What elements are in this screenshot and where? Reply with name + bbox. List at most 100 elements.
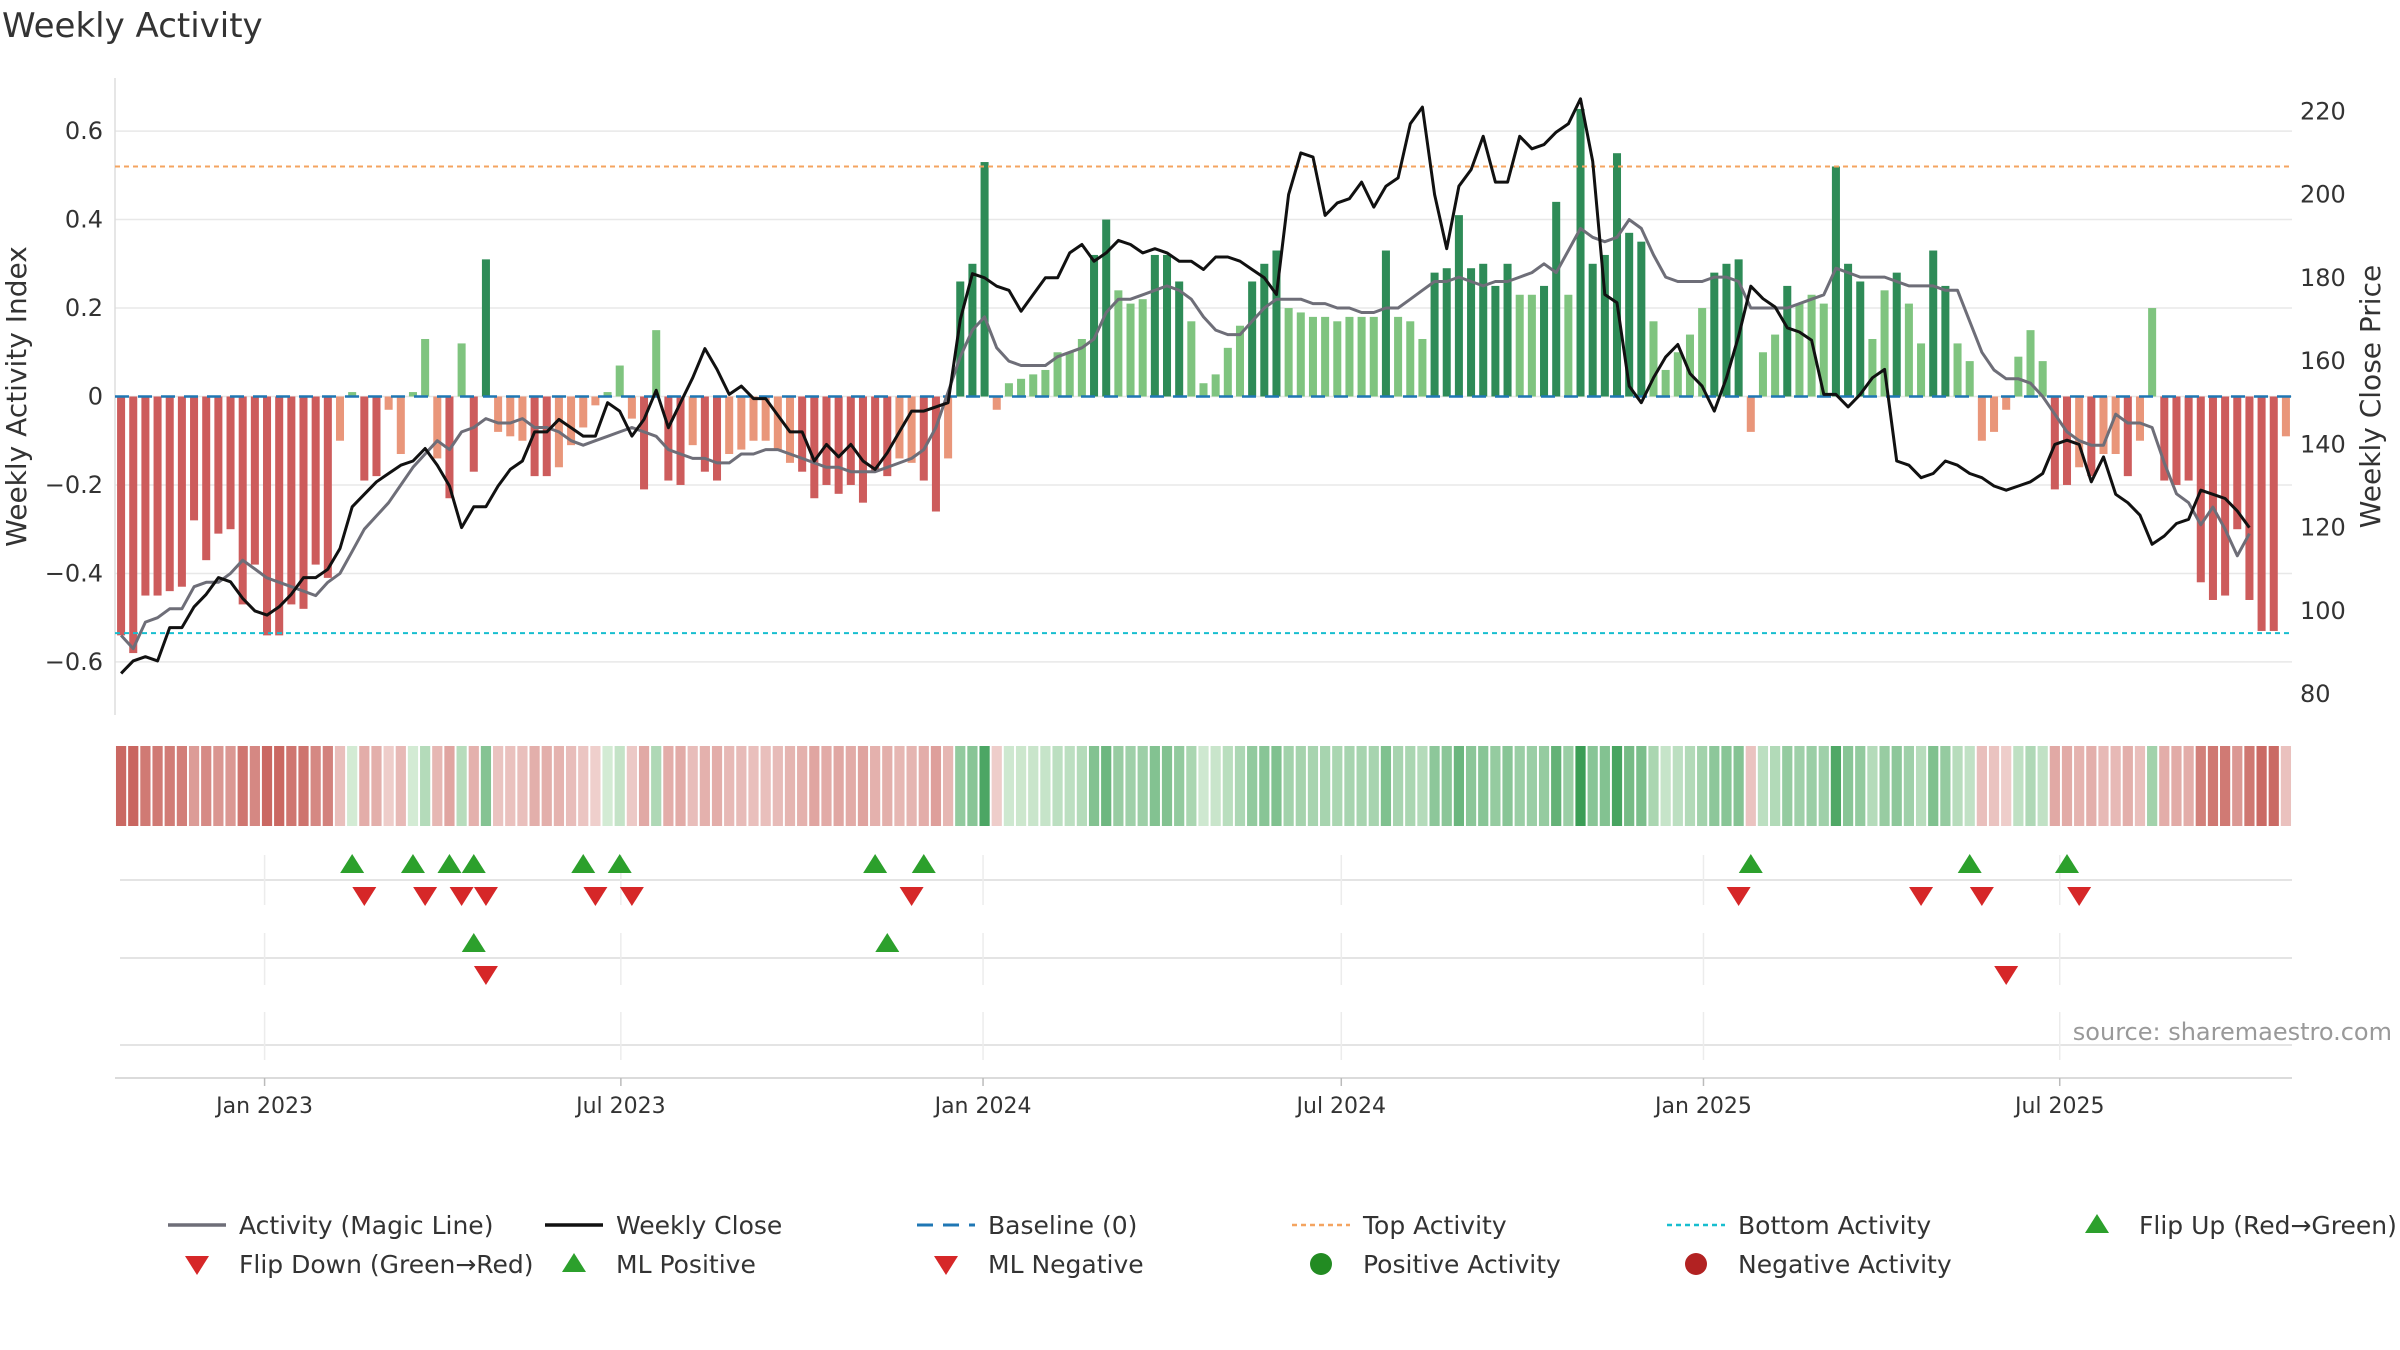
legend-label: Activity (Magic Line)	[239, 1211, 493, 1240]
activity-strip-cell	[480, 746, 492, 826]
activity-strip-cell	[128, 746, 139, 826]
activity-strip-cell	[1259, 746, 1270, 826]
activity-bar	[287, 396, 296, 605]
activity-bar	[1467, 268, 1476, 397]
activity-strip-cell	[1636, 746, 1647, 826]
activity-strip-cell	[1526, 746, 1537, 826]
legend-label: Bottom Activity	[1738, 1211, 1931, 1240]
activity-bar	[542, 396, 551, 477]
activity-bar	[1856, 281, 1865, 397]
activity-strip-cell	[1721, 746, 1732, 826]
legend-label: Baseline (0)	[988, 1211, 1137, 1240]
activity-strip-cell	[1465, 746, 1477, 826]
y-tick-label-right: 220	[2300, 97, 2346, 125]
activity-strip-cell	[1380, 746, 1392, 826]
y-tick-label-left: 0.4	[65, 206, 103, 234]
activity-strip-cell	[407, 746, 419, 826]
activity-strip-cell	[2110, 746, 2121, 826]
activity-bar	[1479, 263, 1488, 397]
x-tick-label: Jan 2024	[933, 1094, 1032, 1119]
activity-bar	[1710, 272, 1719, 397]
y-tick-label-left: 0.2	[65, 294, 103, 322]
activity-strip-cell	[505, 746, 516, 826]
activity-strip-cell	[1332, 746, 1343, 826]
activity-bar	[1819, 303, 1828, 397]
activity-bar	[129, 396, 138, 654]
activity-bar	[457, 343, 466, 397]
activity-strip-cell	[1113, 746, 1124, 826]
activity-bar	[1442, 268, 1451, 397]
activity-strip-cell	[237, 746, 248, 826]
activity-strip-cell	[675, 746, 686, 826]
activity-bar	[1698, 308, 1707, 397]
activity-strip-cell	[2013, 746, 2024, 826]
activity-strip-cell	[651, 746, 662, 826]
activity-strip-cell	[894, 746, 905, 826]
legend-label: ML Negative	[988, 1250, 1144, 1279]
activity-bar	[1406, 321, 1415, 397]
activity-bar	[2269, 396, 2278, 631]
activity-strip-cell	[833, 746, 844, 826]
activity-strip-cell	[2098, 746, 2109, 826]
activity-bar	[1065, 352, 1074, 397]
activity-strip-cell	[444, 746, 455, 826]
flip-down-marker	[352, 887, 377, 906]
activity-strip-cell	[1490, 746, 1501, 826]
activity-bar	[1795, 303, 1804, 397]
activity-bar	[335, 396, 345, 441]
activity-strip-cell	[1186, 746, 1197, 826]
y-tick-label-right: 100	[2300, 597, 2346, 625]
activity-bar	[1248, 281, 1257, 397]
flip-up-marker	[2055, 854, 2080, 873]
activity-bar	[2038, 361, 2047, 397]
activity-strip-cell	[663, 746, 674, 826]
activity-bar	[591, 396, 600, 406]
activity-bar	[1090, 254, 1099, 397]
activity-bar	[652, 330, 661, 397]
activity-strip-cell	[553, 746, 565, 826]
activity-bar	[348, 392, 357, 397]
activity-bar	[1503, 263, 1512, 397]
activity-strip-cell	[1441, 746, 1452, 826]
activity-bar	[1685, 334, 1694, 397]
flip-down-marker	[899, 887, 924, 906]
x-tick-label: Jan 2023	[214, 1094, 313, 1119]
activity-bar	[1941, 285, 1950, 397]
activity-strip-cell	[1161, 746, 1173, 826]
activity-strip-cell	[2086, 746, 2097, 826]
activity-bar	[1661, 369, 1670, 397]
y-tick-label-right: 200	[2300, 181, 2346, 209]
activity-bar	[1260, 263, 1269, 397]
activity-bar	[1114, 290, 1123, 397]
activity-strip-cell	[565, 746, 577, 826]
activity-strip-cell	[711, 746, 723, 826]
activity-strip-cell	[1818, 746, 1829, 826]
activity-bar	[1296, 312, 1305, 397]
activity-strip-cell	[2147, 746, 2158, 826]
activity-bar	[1418, 338, 1427, 397]
activity-strip-cell	[2159, 746, 2170, 826]
activity-bar	[956, 281, 965, 397]
activity-bar	[494, 396, 503, 432]
activity-bar	[579, 396, 588, 428]
activity-bar	[433, 396, 442, 459]
activity-strip-cell	[359, 746, 370, 826]
activity-strip-cell	[383, 746, 394, 826]
activity-bar	[165, 396, 174, 592]
activity-bar	[2099, 396, 2108, 455]
activity-strip-cell	[1940, 746, 1951, 826]
y-tick-label-left: −0.2	[45, 471, 103, 499]
activity-strip-cell	[1599, 746, 1610, 826]
activity-strip-cell	[942, 746, 954, 826]
activity-bar	[846, 396, 855, 485]
activity-bar	[1929, 250, 1938, 397]
activity-bar	[737, 396, 746, 450]
activity-bar	[822, 396, 831, 485]
legend-label: Top Activity	[1362, 1211, 1507, 1240]
activity-strip-cell	[1976, 746, 1987, 826]
activity-strip-cell	[2074, 746, 2085, 826]
legend-swatch	[934, 1256, 958, 1275]
activity-bar	[1321, 316, 1330, 397]
y-tick-label-left: −0.4	[45, 559, 103, 587]
